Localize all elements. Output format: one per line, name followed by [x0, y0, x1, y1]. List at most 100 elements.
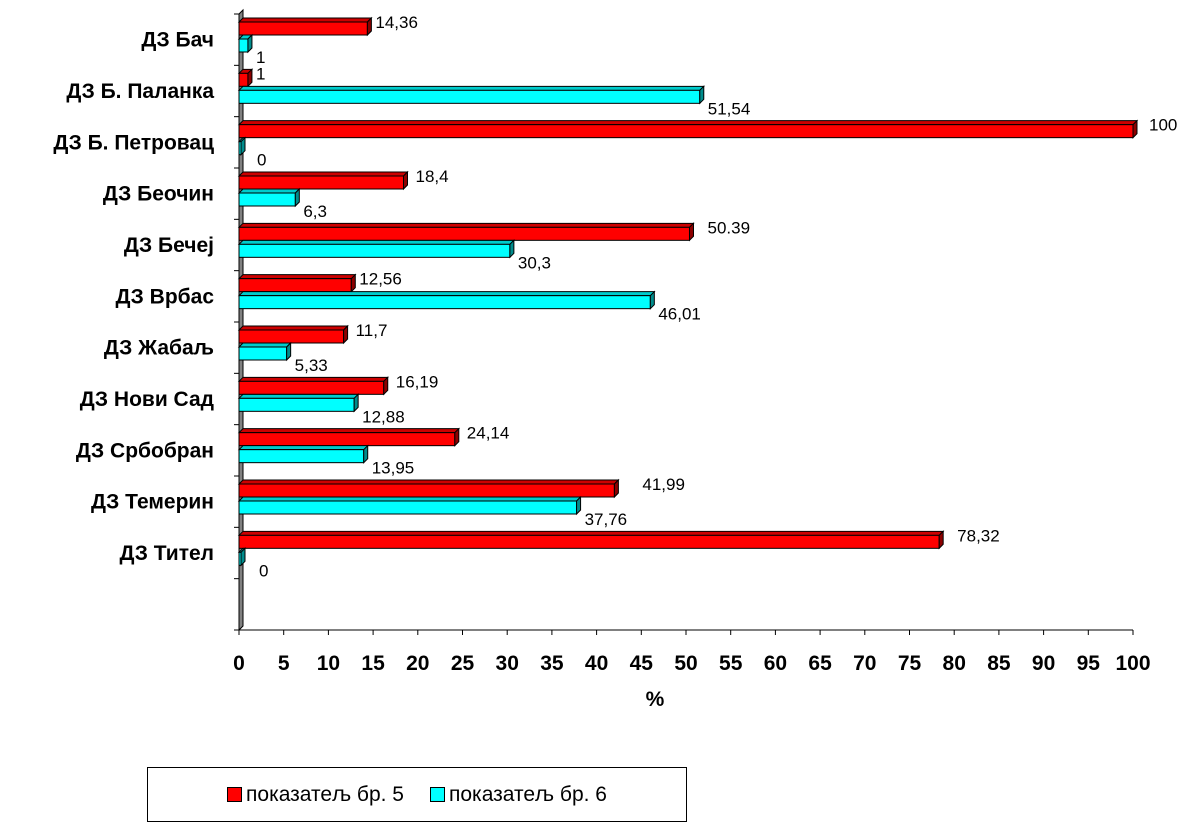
category-labels: ДЗ Бач ДЗ Б. Паланка ДЗ Б. Петровац ДЗ Беоч…	[53, 29, 214, 565]
legend-item-series-5: показатељ бр. 5	[227, 783, 404, 807]
bar-series-6	[238, 295, 651, 310]
x-tick-label: 35	[540, 652, 564, 675]
data-label: 11,7	[356, 321, 388, 340]
data-label: 46,01	[658, 305, 701, 324]
x-tick-label: 50	[674, 652, 697, 675]
bar-top-face	[237, 325, 349, 331]
legend: показатељ бр. 5 показатељ бр. 6	[147, 767, 687, 822]
bar-top-face	[237, 291, 656, 297]
bar-side-face	[240, 547, 246, 567]
bar-series-5	[238, 278, 352, 293]
bar-side-face	[247, 33, 253, 54]
category-label: ДЗ Тител	[120, 542, 214, 565]
bar-side-face	[576, 495, 582, 516]
legend-swatch-cyan	[430, 787, 445, 802]
data-label: 0	[257, 151, 266, 170]
data-label: 24,14	[467, 424, 510, 443]
bar-top-face	[237, 496, 582, 502]
data-label: 12,56	[359, 270, 402, 289]
bar-top-face	[237, 120, 1139, 126]
bar-series-5	[238, 124, 1134, 139]
bar-series-6	[238, 449, 365, 464]
bar-series-5	[238, 380, 385, 395]
data-label: 30,3	[518, 253, 551, 272]
x-tick-label: 0	[233, 652, 245, 675]
x-axis-title: %	[646, 688, 665, 711]
bar-series-5	[238, 21, 368, 36]
bar-side-face	[343, 324, 349, 345]
data-label: 0	[259, 561, 268, 580]
x-tick-label: 75	[898, 652, 922, 675]
bar-top-face	[237, 17, 373, 23]
data-label: 12,88	[362, 407, 405, 426]
legend-label: показатељ бр. 5	[246, 782, 404, 806]
bar-side-face	[363, 444, 369, 464]
bar-series-6	[238, 397, 355, 412]
data-label: 78,32	[957, 526, 1000, 545]
bars	[237, 16, 1139, 567]
x-tick-label: 60	[764, 652, 787, 675]
category-label: ДЗ Жабаљ	[104, 337, 214, 360]
bar-series-6	[238, 38, 249, 53]
x-tick-label: 5	[278, 652, 290, 675]
x-tick-label: 100	[1115, 652, 1150, 675]
bar-top-face	[237, 393, 360, 399]
x-tick-label: 85	[987, 652, 1011, 675]
data-label: 1	[256, 64, 265, 83]
bar-series-5	[238, 534, 940, 549]
bar-side-face	[286, 341, 292, 362]
data-labels: 14,36 11 51,54 100 0 18,4 6,3 50.39 30,3 12,56 46,…	[256, 13, 1177, 580]
bar-side-face	[699, 85, 705, 105]
bar-chart: ДЗ Бач ДЗ Б. Паланка ДЗ Б. Петровац ДЗ Беоч…	[53, 8, 1177, 711]
bar-side-face	[402, 170, 408, 191]
bar-top-face	[237, 188, 301, 194]
category-label: ДЗ Србобран	[76, 439, 214, 462]
data-label: 41,99	[642, 475, 685, 494]
bar-series-6	[238, 500, 578, 515]
legend-swatch-red	[227, 787, 243, 802]
legend-item-series-6: показатељ бр. 6	[430, 783, 607, 807]
bar-side-face	[294, 187, 300, 208]
bar-top-face	[237, 239, 516, 245]
bar-side-face	[613, 478, 619, 499]
data-label: 13,95	[372, 459, 415, 478]
data-label: 51,54	[708, 99, 751, 118]
x-tick-label: 65	[808, 652, 832, 675]
bar-series-5	[238, 483, 615, 498]
x-tick-label: 80	[943, 652, 966, 675]
bar-side-face	[383, 376, 389, 396]
category-label: ДЗ Бач	[141, 29, 214, 52]
bar-top-face	[237, 222, 695, 228]
x-tick-label: 95	[1077, 652, 1101, 675]
bar-series-5	[238, 175, 404, 190]
bar-side-face	[240, 136, 246, 156]
bar-series-5	[238, 72, 249, 87]
bar-side-face	[938, 530, 944, 550]
bar-series-6	[238, 192, 296, 207]
x-tick-label: 25	[451, 652, 475, 675]
bar-top-face	[237, 85, 705, 91]
category-label: ДЗ Б. Паланка	[66, 80, 214, 103]
bar-top-face	[237, 171, 409, 177]
legend-label: показатељ бр. 6	[449, 782, 607, 806]
bar-side-face	[1132, 119, 1138, 139]
x-tick-label: 20	[406, 652, 429, 675]
data-label: 18,4	[415, 167, 448, 186]
bar-series-5	[238, 432, 456, 447]
bar-side-face	[688, 222, 694, 242]
x-tick-label: 40	[585, 652, 608, 675]
x-tick-label: 10	[317, 652, 340, 675]
data-label: 37,76	[585, 510, 628, 529]
data-label: 1	[256, 48, 265, 67]
category-label: ДЗ Бечеј	[124, 234, 214, 257]
data-label: 14,36	[375, 13, 418, 32]
bar-series-5	[238, 329, 345, 344]
data-label: 5,33	[295, 356, 328, 375]
bar-top-face	[237, 274, 357, 280]
x-tick-labels: 0 5 10 15 20 25 30 35 40 45 50 55 60 65 70 75 80 85 90 95 10…	[233, 652, 1150, 675]
bar-side-face	[350, 273, 356, 293]
bar-top-face	[237, 479, 620, 485]
bar-top-face	[237, 342, 292, 348]
category-label: ДЗ Врбас	[115, 285, 214, 308]
category-label: ДЗ Нови Сад	[80, 388, 214, 411]
